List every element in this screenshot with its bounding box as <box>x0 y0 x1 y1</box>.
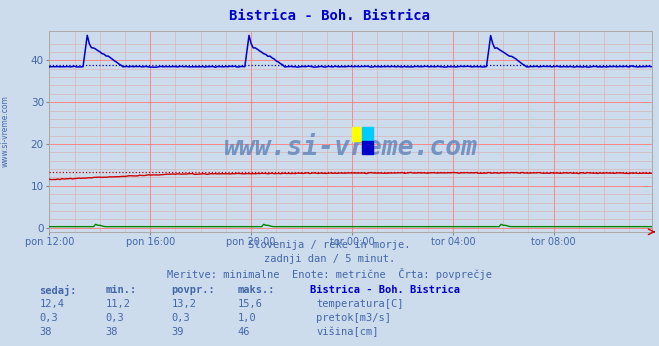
Text: maks.:: maks.: <box>237 285 275 295</box>
Text: 0,3: 0,3 <box>40 313 58 323</box>
Text: višina[cm]: višina[cm] <box>316 327 379 337</box>
Text: 38: 38 <box>105 327 118 337</box>
Bar <box>362 141 373 154</box>
Text: Meritve: minimalne  Enote: metrične  Črta: povprečje: Meritve: minimalne Enote: metrične Črta:… <box>167 268 492 280</box>
Text: 0,3: 0,3 <box>171 313 190 323</box>
Bar <box>362 127 373 141</box>
Text: 11,2: 11,2 <box>105 299 130 309</box>
Text: 12,4: 12,4 <box>40 299 65 309</box>
Text: 13,2: 13,2 <box>171 299 196 309</box>
Text: pretok[m3/s]: pretok[m3/s] <box>316 313 391 323</box>
Text: temperatura[C]: temperatura[C] <box>316 299 404 309</box>
Text: www.si-vreme.com: www.si-vreme.com <box>224 135 478 161</box>
Text: 15,6: 15,6 <box>237 299 262 309</box>
Text: Bistrica - Boh. Bistrica: Bistrica - Boh. Bistrica <box>229 9 430 22</box>
Text: www.si-vreme.com: www.si-vreme.com <box>1 95 10 167</box>
Text: 1,0: 1,0 <box>237 313 256 323</box>
Text: 46: 46 <box>237 327 250 337</box>
Text: sedaj:: sedaj: <box>40 285 77 297</box>
Text: Slovenija / reke in morje.: Slovenija / reke in morje. <box>248 240 411 251</box>
Text: min.:: min.: <box>105 285 136 295</box>
Text: Bistrica - Boh. Bistrica: Bistrica - Boh. Bistrica <box>310 285 460 295</box>
Text: 38: 38 <box>40 327 52 337</box>
Bar <box>352 127 362 141</box>
Text: 39: 39 <box>171 327 184 337</box>
Text: povpr.:: povpr.: <box>171 285 215 295</box>
Text: 0,3: 0,3 <box>105 313 124 323</box>
Text: zadnji dan / 5 minut.: zadnji dan / 5 minut. <box>264 254 395 264</box>
